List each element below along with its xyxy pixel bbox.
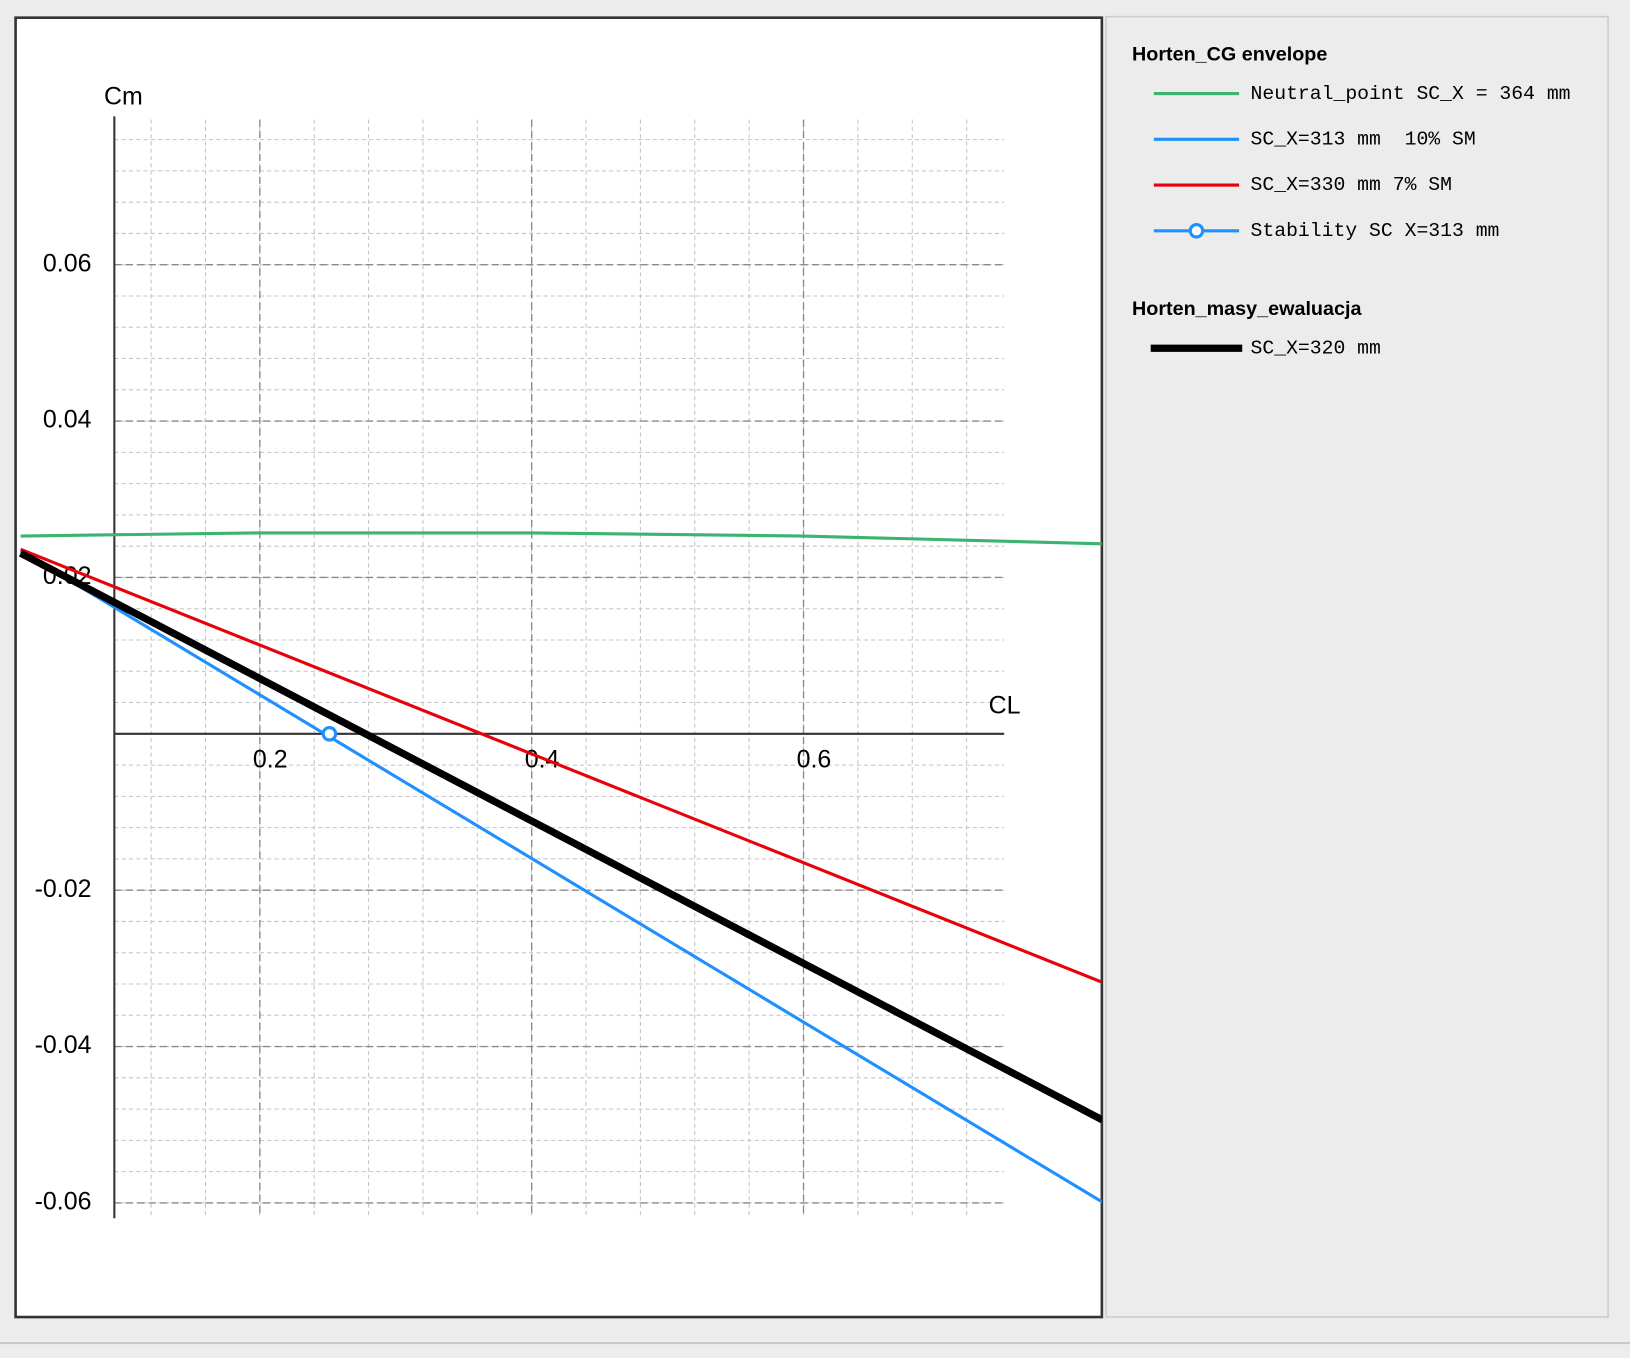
series-line xyxy=(20,547,1102,984)
plot-frame xyxy=(14,16,1104,1319)
series-line xyxy=(18,549,1102,1124)
legend-label: Stability SC X=313 mm xyxy=(1251,220,1500,242)
legend-panel xyxy=(1105,15,1609,1318)
marker-point xyxy=(321,726,338,742)
x-tick-label: 0.2 xyxy=(253,745,288,773)
y-tick-label: -0.06 xyxy=(35,1187,92,1215)
legend-label: SC_X=330 mm 7% SM xyxy=(1251,174,1452,196)
legend-marker xyxy=(1188,222,1205,239)
y-tick-label: -0.04 xyxy=(35,1031,92,1059)
legend-group-title: Horten_masy_ewaluacja xyxy=(1132,298,1362,320)
legend-label: SC_X=320 mm xyxy=(1251,337,1381,359)
x-tick-label: 0.6 xyxy=(797,745,832,773)
y-tick-label: 0.06 xyxy=(43,249,92,277)
series-line xyxy=(20,531,1102,546)
legend-group-title: Horten_CG envelope xyxy=(1132,43,1327,65)
series-line xyxy=(19,549,1102,1204)
legend-label: Neutral_point SC_X = 364 mm xyxy=(1251,83,1571,105)
y-tick-label: 0.04 xyxy=(43,406,92,434)
y-tick-label: -0.02 xyxy=(35,875,92,903)
legend-label: SC_X=313 mm 10% SM xyxy=(1251,129,1476,151)
x-axis-label: CL xyxy=(989,691,1021,719)
y-axis-label: Cm xyxy=(104,82,143,110)
